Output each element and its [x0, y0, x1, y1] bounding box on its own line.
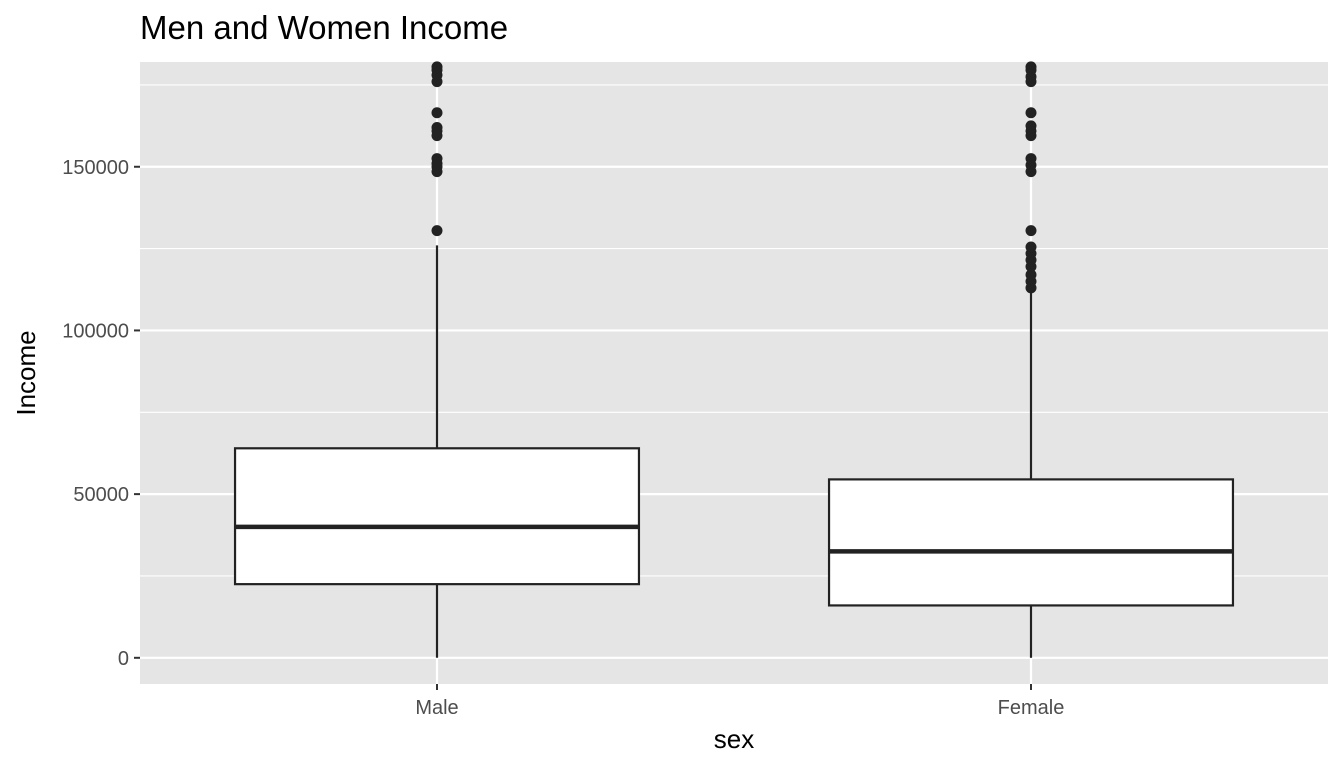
y-tick-label: 150000: [62, 157, 129, 179]
outlier-point: [1025, 269, 1037, 281]
x-tick-label: Female: [998, 697, 1065, 719]
box-female: [827, 61, 1235, 658]
y-tick-label: 50000: [73, 484, 129, 506]
outlier-point: [1025, 241, 1037, 253]
y-tick-label: 100000: [62, 320, 129, 342]
outlier-point: [431, 225, 443, 237]
outlier-point: [431, 153, 443, 165]
outlier-point: [1025, 153, 1037, 165]
y-tick-label: 0: [118, 648, 129, 670]
outlier-point: [431, 107, 443, 119]
boxes-layer: [233, 61, 1235, 658]
outlier-point: [1025, 120, 1037, 132]
box-body: [827, 478, 1235, 607]
outlier-point: [431, 121, 443, 133]
box-body: [233, 447, 641, 586]
outlier-point: [431, 61, 443, 73]
x-tick-label: Male: [415, 697, 458, 719]
x-axis-title: sex: [714, 724, 754, 754]
outlier-point: [1025, 107, 1037, 119]
outlier-point: [1025, 61, 1037, 73]
box-male: [233, 61, 641, 658]
y-axis: 0 50000 100000 150000: [62, 157, 140, 670]
x-axis: Male Female: [415, 684, 1064, 719]
y-axis-title: Income: [11, 330, 41, 415]
outlier-point: [1025, 225, 1037, 237]
chart-title: Men and Women Income: [140, 9, 508, 46]
